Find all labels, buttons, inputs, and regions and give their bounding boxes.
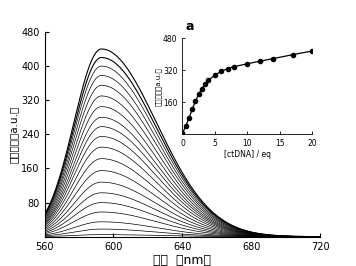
Y-axis label: 荧光强度（a.u.）: 荧光强度（a.u.）: [8, 106, 19, 163]
Y-axis label: 荧光强度（a.u.）: 荧光强度（a.u.）: [155, 67, 162, 106]
X-axis label: [ctDNA] / eq: [ctDNA] / eq: [224, 149, 271, 159]
Text: a: a: [185, 20, 194, 33]
X-axis label: 波长  （nm）: 波长 （nm）: [153, 254, 211, 266]
